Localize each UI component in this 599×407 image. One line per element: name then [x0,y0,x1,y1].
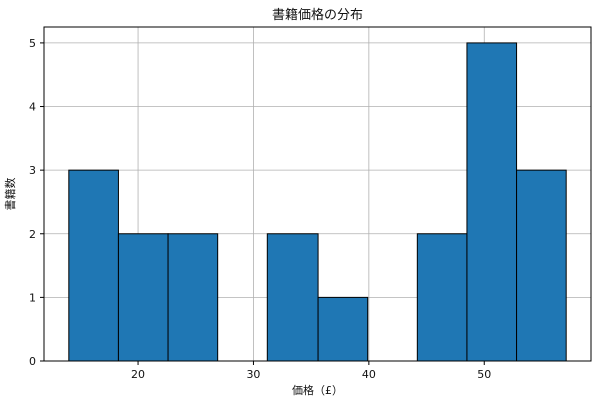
y-tick-label: 2 [29,228,36,241]
histogram-bar [516,169,567,362]
y-axis-label: 書籍数 [3,178,17,211]
histogram-bar [167,233,219,362]
y-tick-label: 0 [29,355,36,368]
y-tick-label: 4 [29,101,36,114]
y-tick-label: 1 [29,291,36,304]
x-tick-label: 50 [477,368,491,381]
axis-ticks: 20 30 40 50 0 1 2 3 4 5 [29,37,491,381]
chart-title: 書籍価格の分布 [272,7,363,23]
histogram-bar [466,42,518,362]
histogram-bar [416,233,468,362]
histogram-bar [266,233,319,362]
x-axis-label: 価格（£） [292,383,343,397]
bars [68,42,567,362]
y-tick-label: 5 [29,37,36,50]
y-tick-label: 3 [29,164,36,177]
histogram-bar [117,233,169,362]
x-tick-label: 30 [246,368,260,381]
histogram-bar [68,169,119,362]
plot-area-border [43,26,592,362]
x-tick-label: 20 [131,368,145,381]
histogram-bar [317,296,369,362]
x-tick-label: 40 [362,368,376,381]
